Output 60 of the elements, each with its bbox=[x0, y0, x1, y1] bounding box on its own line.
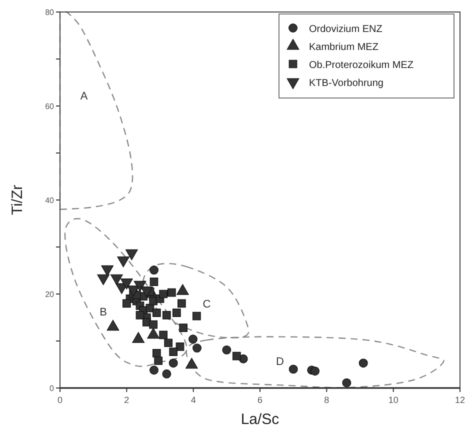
point bbox=[152, 349, 161, 358]
x-tick-label: 8 bbox=[324, 395, 330, 405]
y-tick-label: 80 bbox=[45, 8, 55, 17]
point bbox=[152, 308, 161, 317]
point bbox=[192, 312, 201, 320]
point bbox=[159, 330, 168, 340]
point bbox=[149, 320, 158, 329]
x-tick-label: 12 bbox=[454, 395, 466, 405]
point bbox=[232, 352, 241, 360]
point bbox=[168, 358, 178, 368]
point bbox=[342, 378, 352, 388]
point bbox=[134, 280, 146, 292]
legend-label: Kambrium MEZ bbox=[309, 42, 378, 53]
y-axis-title: Ti/Zr bbox=[9, 184, 26, 216]
point bbox=[150, 278, 158, 286]
point bbox=[222, 345, 232, 354]
point bbox=[179, 324, 188, 332]
point bbox=[136, 310, 144, 320]
annotation: A bbox=[80, 90, 88, 103]
x-axis-title: La/Sc bbox=[240, 411, 280, 428]
legend-label: KTB-Vorbohrung bbox=[309, 78, 384, 89]
point bbox=[117, 256, 130, 268]
point bbox=[164, 338, 173, 348]
annotation: C bbox=[202, 298, 211, 311]
x-tick-label: 0 bbox=[57, 395, 63, 405]
point bbox=[159, 290, 168, 298]
point bbox=[154, 356, 163, 365]
point bbox=[192, 344, 202, 353]
annotation: D bbox=[276, 356, 284, 368]
point bbox=[310, 366, 320, 376]
point bbox=[125, 249, 138, 260]
y-tick-label: 60 bbox=[45, 102, 55, 111]
y-tick-label: 40 bbox=[45, 196, 55, 205]
y-tick-label: 20 bbox=[45, 290, 55, 299]
point bbox=[162, 369, 172, 378]
point bbox=[169, 348, 178, 356]
point bbox=[288, 364, 298, 374]
point bbox=[101, 265, 114, 276]
y-tick-label: 0 bbox=[50, 384, 55, 393]
point bbox=[110, 274, 123, 286]
point bbox=[188, 334, 198, 344]
point bbox=[97, 274, 110, 286]
point bbox=[122, 299, 131, 308]
legend-label: Ordovizium ENZ bbox=[309, 24, 382, 35]
point bbox=[167, 288, 176, 297]
x-tick-label: 2 bbox=[124, 395, 130, 405]
x-tick-label: 4 bbox=[190, 395, 196, 405]
point bbox=[150, 266, 158, 275]
point bbox=[150, 366, 158, 375]
point bbox=[358, 358, 368, 368]
point bbox=[120, 278, 133, 290]
point bbox=[140, 286, 153, 298]
legend-label: Ob.Proterozoikum MEZ bbox=[309, 60, 414, 71]
x-tick-label: 10 bbox=[388, 395, 398, 405]
point bbox=[176, 342, 184, 351]
point bbox=[162, 310, 171, 320]
point bbox=[177, 299, 186, 308]
annotation: B bbox=[100, 306, 108, 319]
x-tick-label: 6 bbox=[257, 395, 263, 405]
point bbox=[172, 308, 181, 317]
